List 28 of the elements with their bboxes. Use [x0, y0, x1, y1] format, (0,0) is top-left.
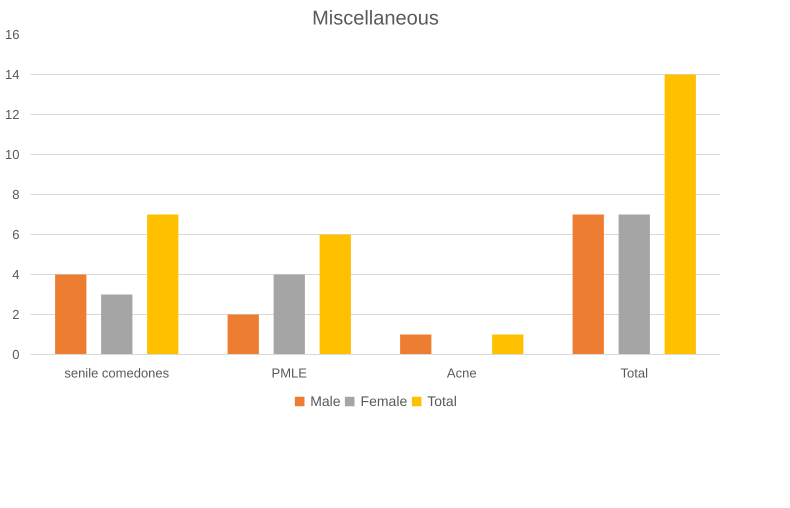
bar: [492, 334, 524, 354]
x-tick-label: PMLE: [272, 366, 308, 380]
y-tick-label: 14: [5, 67, 20, 82]
bar: [147, 214, 178, 354]
x-tick-label: senile comedones: [64, 366, 170, 380]
bar: [400, 334, 432, 354]
bar: [618, 214, 650, 354]
bar: [55, 274, 86, 354]
bar: [101, 294, 132, 354]
y-tick-label: 6: [12, 227, 20, 242]
y-tick-label: 2: [12, 307, 20, 322]
y-tick-label: 16: [5, 27, 20, 42]
y-tick-label: 8: [12, 187, 20, 202]
chart-title: Miscellaneous: [312, 8, 439, 30]
bar: [274, 274, 305, 354]
y-tick-label: 10: [5, 147, 20, 162]
y-tick-label: 12: [5, 107, 20, 122]
legend-label: Total: [427, 393, 457, 409]
bar: [228, 314, 259, 354]
y-tick-label: 4: [12, 267, 20, 282]
x-tick-label: Acne: [446, 366, 477, 380]
bar: [572, 214, 604, 354]
bar: [664, 74, 696, 354]
y-tick-label: 0: [12, 347, 20, 362]
x-tick-label: Total: [620, 366, 648, 380]
bar: [320, 234, 351, 354]
legend-label: Female: [360, 393, 408, 409]
legend-label: Male: [310, 393, 341, 409]
